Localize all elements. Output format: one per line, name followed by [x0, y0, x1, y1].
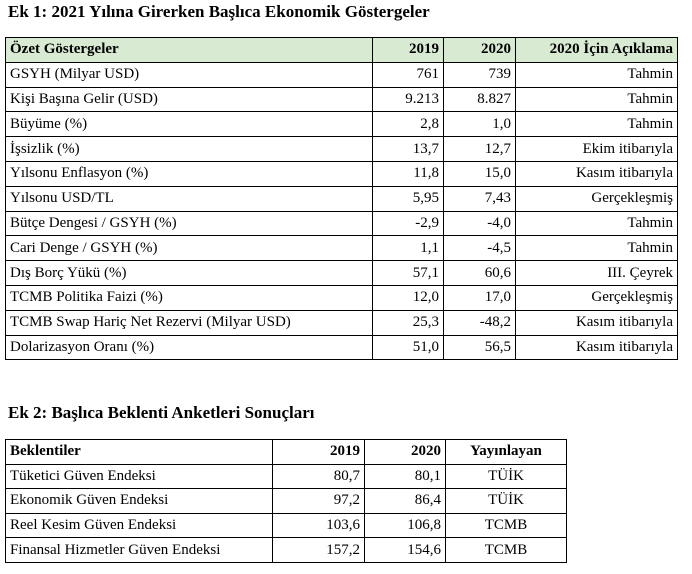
table-row: İşsizlik (%) 13,7 12,7 Ekim itibarıyla [5, 136, 678, 162]
value-2020: -4,0 [443, 210, 516, 237]
value-2020: 15,0 [443, 160, 516, 187]
column-header-indicators: Özet Göstergeler [5, 37, 373, 63]
column-header-expectations: Beklentiler [5, 439, 273, 465]
table-row: Kişi Başına Gelir (USD) 9.213 8.827 Tahm… [5, 86, 678, 113]
value-2019: 103,6 [272, 512, 365, 539]
value-2020: 1,0 [443, 111, 516, 138]
value-2019: 1,1 [372, 235, 444, 262]
expectation-surveys-table: Beklentiler 2019 2020 Yayınlayan Tüketic… [5, 439, 567, 563]
value-2020: 80,1 [364, 463, 446, 490]
indicator-name: Dolarizasyon Oranı (%) [5, 334, 373, 361]
note: Kasım itibarıyla [515, 309, 678, 336]
table-row: Ekonomik Güven Endeksi 97,2 86,4 TÜİK [5, 488, 567, 514]
indicator-name: GSYH (Milyar USD) [5, 61, 373, 88]
indicator-name: Kişi Başına Gelir (USD) [5, 86, 373, 113]
value-2019: 13,7 [372, 136, 444, 162]
value-2019: 5,95 [372, 185, 444, 212]
index-name: Tüketici Güven Endeksi [5, 463, 273, 490]
table-header-row: Beklentiler 2019 2020 Yayınlayan [5, 439, 567, 465]
value-2020: 56,5 [443, 334, 516, 361]
table-row: GSYH (Milyar USD) 761 739 Tahmin [5, 61, 678, 88]
column-header-2019: 2019 [372, 37, 444, 63]
publisher: TCMB [445, 512, 567, 539]
note: III. Çeyrek [515, 260, 678, 286]
value-2019: -2,9 [372, 210, 444, 237]
value-2019: 25,3 [372, 309, 444, 336]
indicator-name: Büyüme (%) [5, 111, 373, 138]
table-row: Tüketici Güven Endeksi 80,7 80,1 TÜİK [5, 463, 567, 490]
indicator-name: Yılsonu USD/TL [5, 185, 373, 212]
value-2019: 57,1 [372, 260, 444, 286]
note: Kasım itibarıyla [515, 334, 678, 361]
table-row: TCMB Politika Faizi (%) 12,0 17,0 Gerçek… [5, 284, 678, 311]
indicator-name: TCMB Swap Hariç Net Rezervi (Milyar USD) [5, 309, 373, 336]
indicator-name: İşsizlik (%) [5, 136, 373, 162]
publisher: TÜİK [445, 463, 567, 490]
column-header-publisher: Yayınlayan [445, 439, 567, 465]
indicator-name: Cari Denge / GSYH (%) [5, 235, 373, 262]
table2-title: Ek 2: Başlıca Beklenti Anketleri Sonuçla… [8, 403, 315, 422]
indicator-name: Dış Borç Yükü (%) [5, 260, 373, 286]
table-row: TCMB Swap Hariç Net Rezervi (Milyar USD)… [5, 309, 678, 336]
table-row: Bütçe Dengesi / GSYH (%) -2,9 -4,0 Tahmi… [5, 210, 678, 237]
table-row: Dolarizasyon Oranı (%) 51,0 56,5 Kasım i… [5, 334, 678, 361]
value-2019: 761 [372, 61, 444, 88]
value-2019: 9.213 [372, 86, 444, 113]
value-2019: 11,8 [372, 160, 444, 187]
note: Tahmin [515, 111, 678, 138]
note: Tahmin [515, 235, 678, 262]
table-row: Büyüme (%) 2,8 1,0 Tahmin [5, 111, 678, 138]
economic-indicators-table: Özet Göstergeler 2019 2020 2020 İçin Açı… [5, 37, 678, 361]
table-row: Yılsonu USD/TL 5,95 7,43 Gerçekleşmiş [5, 185, 678, 212]
note: Tahmin [515, 86, 678, 113]
indicator-name: Yılsonu Enflasyon (%) [5, 160, 373, 187]
table-header-row: Özet Göstergeler 2019 2020 2020 İçin Açı… [5, 37, 678, 63]
value-2019: 12,0 [372, 284, 444, 311]
table-row: Dış Borç Yükü (%) 57,1 60,6 III. Çeyrek [5, 260, 678, 286]
table-row: Yılsonu Enflasyon (%) 11,8 15,0 Kasım it… [5, 160, 678, 187]
indicator-name: TCMB Politika Faizi (%) [5, 284, 373, 311]
value-2019: 97,2 [272, 488, 365, 514]
publisher: TCMB [445, 537, 567, 563]
index-name: Ekonomik Güven Endeksi [5, 488, 273, 514]
note: Gerçekleşmiş [515, 284, 678, 311]
table1-title: Ek 1: 2021 Yılına Girerken Başlıca Ekono… [8, 2, 430, 21]
indicator-name: Bütçe Dengesi / GSYH (%) [5, 210, 373, 237]
value-2020: 60,6 [443, 260, 516, 286]
index-name: Reel Kesim Güven Endeksi [5, 512, 273, 539]
value-2020: 8.827 [443, 86, 516, 113]
value-2020: 86,4 [364, 488, 446, 514]
note: Tahmin [515, 210, 678, 237]
index-name: Finansal Hizmetler Güven Endeksi [5, 537, 273, 563]
note: Gerçekleşmiş [515, 185, 678, 212]
column-header-2019: 2019 [272, 439, 365, 465]
value-2020: 7,43 [443, 185, 516, 212]
note: Kasım itibarıyla [515, 160, 678, 187]
value-2019: 157,2 [272, 537, 365, 563]
table-row: Reel Kesim Güven Endeksi 103,6 106,8 TCM… [5, 512, 567, 539]
value-2019: 2,8 [372, 111, 444, 138]
column-header-note: 2020 İçin Açıklama [515, 37, 678, 63]
note: Ekim itibarıyla [515, 136, 678, 162]
column-header-2020: 2020 [443, 37, 516, 63]
table-row: Finansal Hizmetler Güven Endeksi 157,2 1… [5, 537, 567, 563]
value-2019: 80,7 [272, 463, 365, 490]
value-2020: 106,8 [364, 512, 446, 539]
column-header-2020: 2020 [364, 439, 446, 465]
value-2019: 51,0 [372, 334, 444, 361]
publisher: TÜİK [445, 488, 567, 514]
value-2020: -4,5 [443, 235, 516, 262]
value-2020: 739 [443, 61, 516, 88]
value-2020: -48,2 [443, 309, 516, 336]
value-2020: 12,7 [443, 136, 516, 162]
value-2020: 154,6 [364, 537, 446, 563]
note: Tahmin [515, 61, 678, 88]
value-2020: 17,0 [443, 284, 516, 311]
table-row: Cari Denge / GSYH (%) 1,1 -4,5 Tahmin [5, 235, 678, 262]
